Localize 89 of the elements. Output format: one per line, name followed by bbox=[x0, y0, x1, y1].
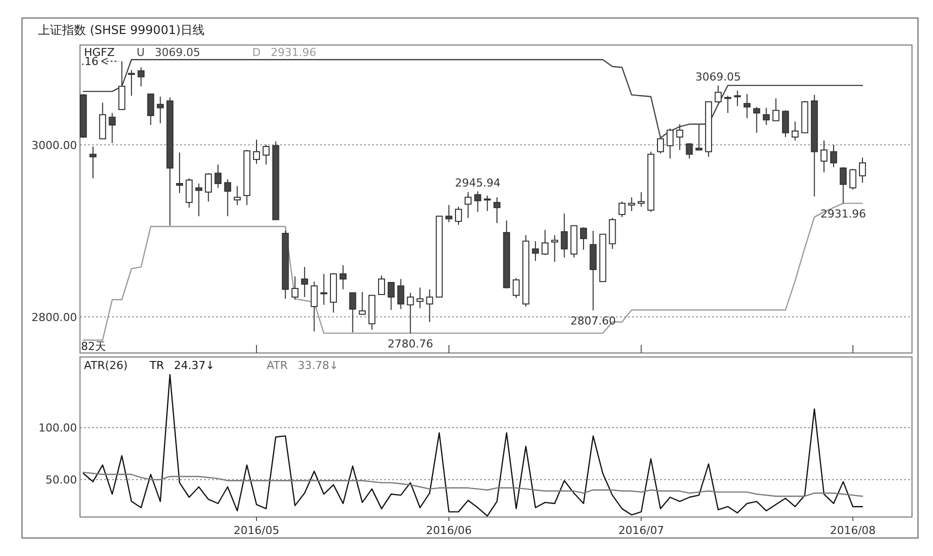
candlestick bbox=[426, 288, 434, 323]
candlestick bbox=[638, 192, 645, 208]
series-label: U bbox=[136, 46, 145, 59]
candlestick bbox=[234, 186, 241, 206]
candlestick bbox=[666, 128, 674, 160]
text: ATR bbox=[266, 359, 288, 372]
x-tick-label: 2016/07 bbox=[618, 524, 664, 537]
candlestick bbox=[830, 144, 838, 168]
candlestick bbox=[108, 112, 116, 144]
candlestick bbox=[686, 142, 693, 160]
candlestick bbox=[782, 110, 789, 138]
candlestick bbox=[358, 291, 366, 315]
text: D bbox=[252, 46, 261, 59]
candlestick bbox=[455, 206, 462, 226]
candlestick bbox=[214, 164, 222, 188]
candlestick bbox=[849, 168, 856, 190]
candlestick bbox=[176, 152, 184, 194]
candlestick bbox=[840, 166, 847, 204]
candlestick bbox=[532, 240, 539, 262]
candlestick bbox=[676, 124, 684, 150]
candlestick bbox=[301, 266, 308, 298]
series-label: TR bbox=[148, 359, 164, 372]
candlestick bbox=[724, 95, 732, 114]
candlestick bbox=[349, 292, 356, 333]
candlestick bbox=[493, 196, 500, 224]
candlestick bbox=[186, 178, 193, 208]
candlestick bbox=[628, 196, 636, 212]
candlestick bbox=[416, 287, 424, 309]
candlestick bbox=[224, 178, 232, 217]
annotation: 33.78↓ bbox=[298, 359, 338, 372]
annotation: 24.37↓ bbox=[174, 359, 215, 372]
candlestick bbox=[138, 66, 145, 87]
annotation: 3069.05 bbox=[695, 70, 741, 84]
chart-title: 上证指数 (SHSE 999001)日线 bbox=[38, 23, 205, 37]
x-tick-label: 2016/06 bbox=[426, 524, 472, 537]
candlestick bbox=[147, 94, 154, 126]
x-tick-label: 2016/05 bbox=[234, 524, 280, 537]
candlestick bbox=[512, 278, 520, 298]
candlestick bbox=[340, 264, 347, 290]
line-series bbox=[82, 374, 864, 517]
candlestick bbox=[484, 195, 491, 212]
candlestick bbox=[474, 190, 482, 212]
candlestick bbox=[262, 144, 270, 166]
candlestick bbox=[445, 204, 452, 223]
candlestick bbox=[560, 213, 568, 258]
y-tick-label: 100.00 bbox=[38, 422, 77, 435]
candlestick bbox=[204, 172, 212, 202]
candlestick bbox=[90, 146, 96, 179]
candlestick bbox=[118, 60, 126, 110]
annotation: .16 bbox=[81, 55, 98, 68]
candlestick bbox=[397, 278, 404, 310]
candlestick bbox=[378, 275, 386, 295]
annotation: 2780.76 bbox=[388, 337, 434, 350]
annotation: 2931.96 bbox=[270, 46, 316, 59]
candlestick bbox=[656, 137, 664, 154]
annotation: 3069.05 bbox=[154, 46, 200, 59]
candlestick bbox=[542, 229, 549, 256]
candlestick bbox=[464, 192, 472, 218]
candlestick bbox=[195, 183, 202, 217]
line-series bbox=[82, 472, 864, 497]
annotation: 2931.96 bbox=[820, 207, 866, 220]
candlestick bbox=[580, 226, 588, 250]
candlestick bbox=[310, 281, 318, 332]
candlestick bbox=[772, 98, 780, 122]
candlestick bbox=[156, 96, 164, 124]
y-tick-label: 3000.00 bbox=[32, 138, 77, 152]
annotation: 82天 bbox=[81, 340, 106, 353]
candlestick bbox=[820, 140, 828, 173]
candlestick bbox=[618, 201, 626, 218]
candlestick bbox=[714, 84, 722, 104]
candlestick bbox=[734, 90, 741, 107]
candlestick bbox=[291, 276, 298, 300]
candlestick bbox=[320, 273, 328, 306]
x-tick-label: 2016/08 bbox=[830, 524, 876, 537]
candlestick bbox=[551, 234, 558, 262]
candlestick bbox=[406, 292, 414, 334]
legend-title: ATR(26) bbox=[84, 359, 128, 372]
y-tick-label: 2800.00 bbox=[32, 310, 77, 324]
y-tick-label: 50.00 bbox=[46, 474, 77, 487]
annotation: 2807.60 bbox=[570, 314, 616, 328]
candlestick bbox=[744, 94, 751, 119]
candlestick bbox=[128, 69, 135, 96]
annotation: 2945.94 bbox=[454, 176, 500, 190]
candlestick bbox=[762, 107, 770, 126]
candlestick bbox=[253, 139, 260, 164]
candlestick bbox=[753, 106, 760, 134]
candlestick bbox=[792, 121, 799, 141]
candlestick bbox=[388, 282, 395, 310]
candlestick bbox=[858, 157, 866, 184]
